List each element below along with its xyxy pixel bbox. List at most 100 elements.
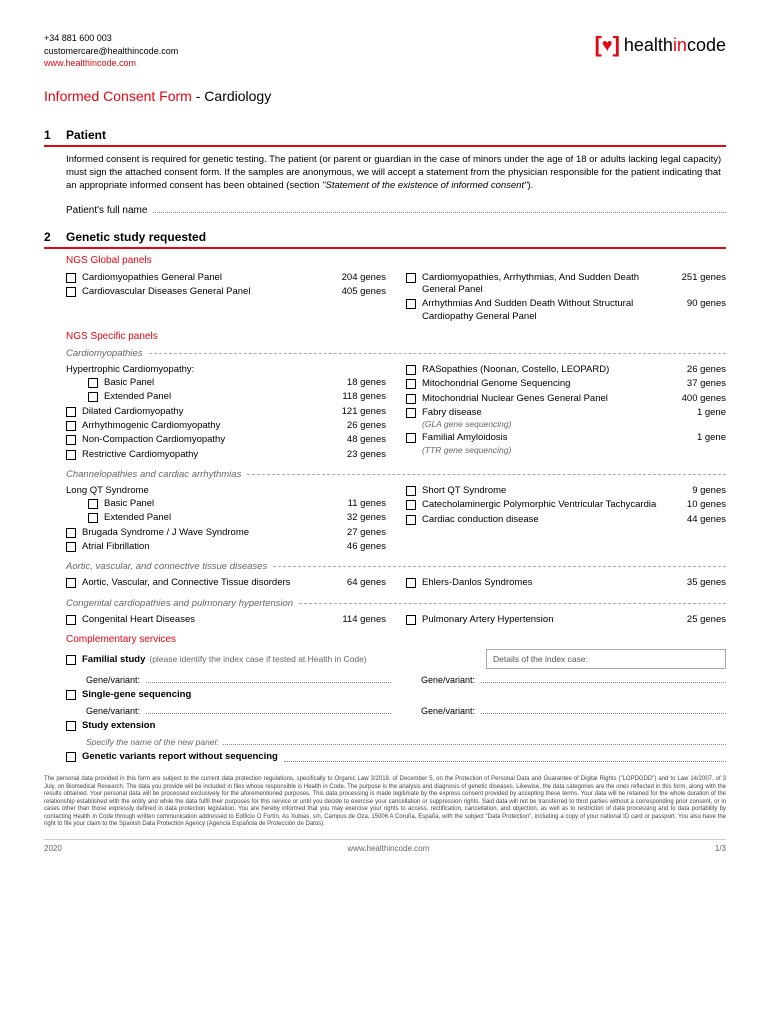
gene-count: 9 genes — [692, 485, 726, 497]
footer-year: 2020 — [44, 844, 62, 853]
panel-checkbox[interactable] — [88, 513, 98, 523]
panel-row: Cardiac conduction disease 44 genes — [406, 514, 726, 526]
panel-label: Atrial Fibrillation — [82, 541, 339, 553]
gene-variant-3[interactable]: Gene/variant: — [86, 704, 391, 716]
gene-variant-1[interactable]: Gene/variant: — [86, 673, 391, 685]
panel-row: Atrial Fibrillation46 genes — [66, 541, 386, 553]
footer-site: www.healthincode.com — [347, 844, 429, 853]
panel-checkbox[interactable] — [66, 421, 76, 431]
panel-row: Dilated Cardiomyopathy121 genes — [66, 406, 386, 418]
gene-count: 251 genes — [682, 272, 726, 284]
panel-checkbox[interactable] — [406, 615, 416, 625]
gene-count: 400 genes — [682, 393, 726, 405]
panel-label: RASopathies (Noonan, Costello, LEOPARD) — [422, 364, 679, 376]
panel-checkbox[interactable] — [66, 578, 76, 588]
panel-label: Cardiac conduction disease — [422, 514, 679, 526]
logo-bracket-right: ] — [613, 32, 620, 58]
panel-checkbox[interactable] — [406, 500, 416, 510]
panel-checkbox[interactable] — [406, 273, 416, 283]
gene-variant-2[interactable]: Gene/variant: — [421, 673, 726, 685]
panel-checkbox[interactable] — [66, 542, 76, 552]
panel-row: Pulmonary Artery Hypertension25 genes — [406, 614, 726, 626]
panel-checkbox[interactable] — [406, 433, 416, 443]
global-panel-grid: Cardiomyopathies General Panel204 genes C… — [66, 270, 726, 325]
panel-checkbox[interactable] — [88, 392, 98, 402]
report-checkbox[interactable] — [66, 752, 76, 762]
panel-checkbox[interactable] — [406, 299, 416, 309]
panel-row: RASopathies (Noonan, Costello, LEOPARD) 2… — [406, 364, 726, 376]
fine-print: The personal data provided in this form … — [44, 776, 726, 829]
patient-name-label: Patient's full name — [66, 205, 147, 216]
gene-count: 26 genes — [687, 364, 726, 376]
panel-label: Cardiovascular Diseases General Panel — [82, 286, 334, 298]
patient-name-field[interactable]: Patient's full name — [66, 203, 726, 216]
panel-checkbox[interactable] — [406, 365, 416, 375]
panel-checkbox[interactable] — [406, 515, 416, 525]
cat-aortic: Aortic, vascular, and connective tissue … — [66, 561, 726, 572]
phone: +34 881 600 003 — [44, 32, 178, 45]
panel-row: Basic Panel11 genes — [66, 498, 386, 510]
study-ext-label: Study extension — [82, 720, 155, 731]
panel-label: Ehlers-Danlos Syndromes — [422, 577, 679, 589]
panel-checkbox[interactable] — [66, 435, 76, 445]
logo: [ ♥ ] health in code — [595, 32, 726, 58]
section-1-body: Informed consent is required for genetic… — [44, 153, 726, 216]
study-ext-input[interactable] — [223, 735, 726, 745]
patient-name-input[interactable] — [153, 203, 726, 213]
panel-label: Fabry disease(GLA gene sequencing) — [422, 407, 689, 430]
logo-text-in: in — [673, 35, 687, 56]
panel-checkbox[interactable] — [406, 578, 416, 588]
longqt-group: Long QT Syndrome — [66, 485, 386, 496]
panel-row: Cardiovascular Diseases General Panel405… — [66, 286, 386, 298]
panel-label: Arrhythmogenic Cardiomyopathy — [82, 420, 339, 432]
gene-count: 44 genes — [687, 514, 726, 526]
panel-row: Arrhythmias And Sudden Death Without Str… — [406, 298, 726, 323]
panel-checkbox[interactable] — [406, 379, 416, 389]
panel-label: Arrhythmias And Sudden Death Without Str… — [422, 298, 679, 323]
gene-count: 25 genes — [687, 614, 726, 626]
panel-row: Extended Panel 32 genes — [66, 512, 386, 524]
logo-text-code: code — [687, 35, 726, 56]
page-header: +34 881 600 003 customercare@healthincod… — [44, 32, 726, 70]
panel-checkbox[interactable] — [88, 499, 98, 509]
panel-row: Cardiomyopathies General Panel204 genes — [66, 272, 386, 284]
gene-count: 32 genes — [347, 512, 386, 524]
panel-checkbox[interactable] — [406, 486, 416, 496]
website-link[interactable]: www.healthincode.com — [44, 57, 178, 70]
report-input[interactable] — [284, 752, 726, 762]
section-2-head: 2 Genetic study requested — [44, 230, 726, 249]
gene-count: 18 genes — [347, 377, 386, 389]
panel-checkbox[interactable] — [66, 450, 76, 460]
gene-count: 64 genes — [347, 577, 386, 589]
panel-label: Extended Panel — [104, 512, 339, 524]
gene-count: 10 genes — [687, 499, 726, 511]
form-title: Informed Consent Form - Cardiology — [44, 88, 726, 104]
footer-page: 1/3 — [715, 844, 726, 853]
panel-checkbox[interactable] — [66, 273, 76, 283]
panel-row: Ehlers-Danlos Syndromes35 genes — [406, 577, 726, 589]
panel-label: Mitochondrial Nuclear Genes General Pane… — [422, 393, 674, 405]
single-gene-checkbox[interactable] — [66, 690, 76, 700]
panel-checkbox[interactable] — [66, 528, 76, 538]
gene-count: 1 gene — [697, 407, 726, 419]
panel-row: Arrhythmogenic Cardiomyopathy26 genes — [66, 420, 386, 432]
cat-channelopathies: Channelopathies and cardiac arrhythmias — [66, 469, 726, 480]
familial-study-row: Familial study (please identify the inde… — [66, 649, 726, 669]
panel-label: Catecholaminergic Polymorphic Ventricula… — [422, 499, 679, 511]
familial-checkbox[interactable] — [66, 655, 76, 665]
cat-congenital: Congenital cardiopathies and pulmonary h… — [66, 598, 726, 609]
cat-cardiomyopathies: Cardiomyopathies — [66, 348, 726, 359]
gene-count: 90 genes — [687, 298, 726, 310]
panel-checkbox[interactable] — [66, 287, 76, 297]
panel-checkbox[interactable] — [66, 407, 76, 417]
gene-variant-4[interactable]: Gene/variant: — [421, 704, 726, 716]
panel-checkbox[interactable] — [66, 615, 76, 625]
section-1-head: 1 Patient — [44, 128, 726, 147]
panel-checkbox[interactable] — [406, 394, 416, 404]
panel-label: Restrictive Cardiomyopathy — [82, 449, 339, 461]
panel-checkbox[interactable] — [406, 408, 416, 418]
study-ext-checkbox[interactable] — [66, 721, 76, 731]
index-case-details[interactable]: Details of the index case: — [486, 649, 726, 669]
title-red: Informed Consent Form — [44, 88, 192, 104]
panel-checkbox[interactable] — [88, 378, 98, 388]
